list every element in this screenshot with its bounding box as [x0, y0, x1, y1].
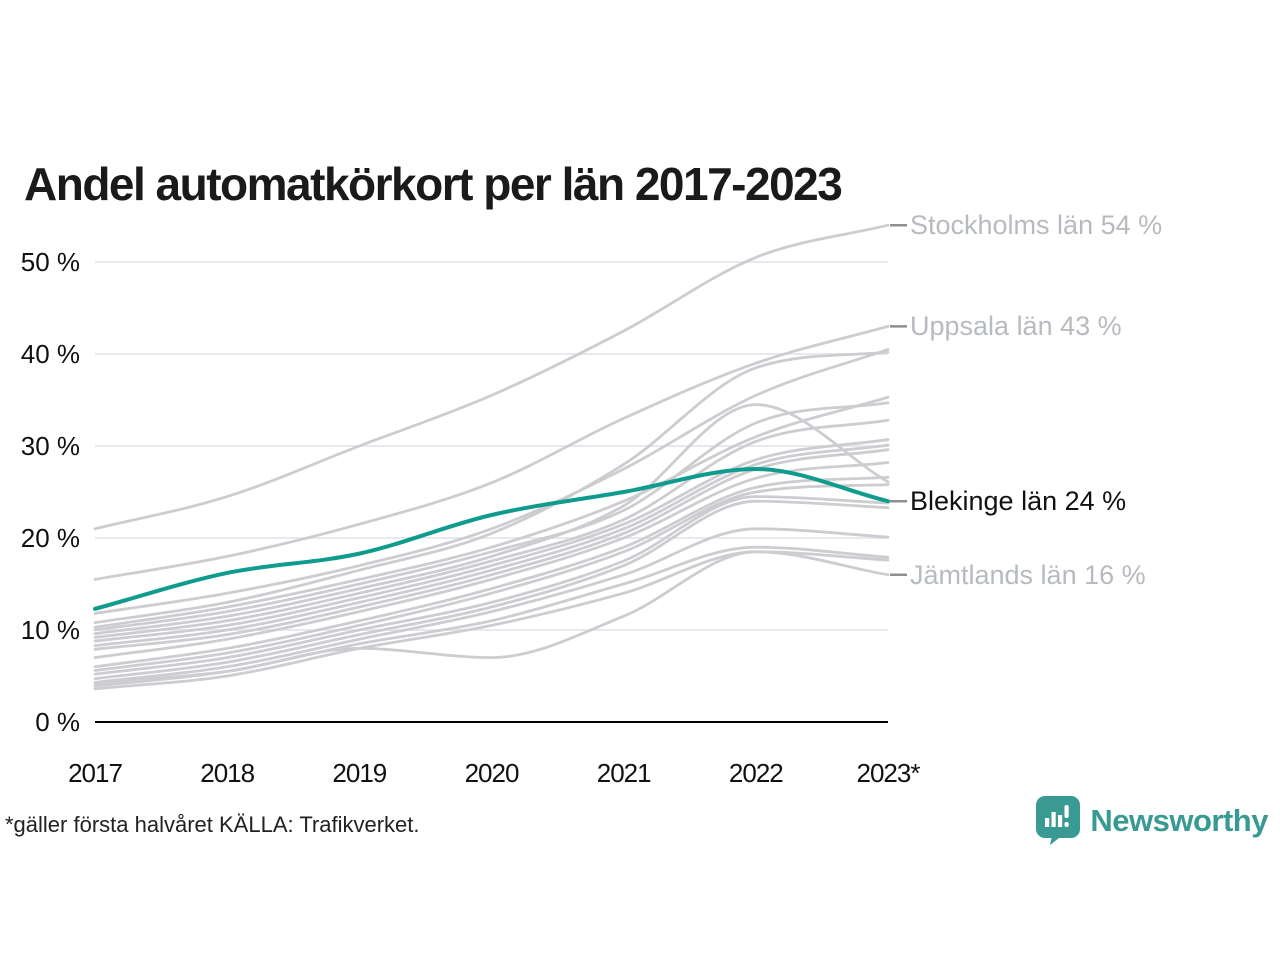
series-line: [93, 461, 890, 659]
y-axis-tick-label: 0 %: [35, 707, 80, 737]
footnote: *gäller första halvåret KÄLLA: Trafikver…: [5, 812, 420, 837]
highlight-series-line: [93, 467, 890, 611]
x-axis-tick-label: 2021: [596, 758, 652, 788]
annotation-jamtlands-lan: Jämtlands län 16 %: [910, 559, 1146, 590]
series-line: [93, 401, 890, 632]
y-axis-tick-label: 30 %: [20, 431, 80, 461]
annotation-uppsala-lan: Uppsala län 43 %: [910, 311, 1122, 342]
series-line: [93, 418, 890, 639]
series-line: [93, 395, 890, 629]
annotation-blekinge-lan: Blekinge län 24 %: [910, 486, 1127, 517]
series-line: [93, 483, 890, 672]
series-line: [93, 475, 890, 669]
x-axis-tick-label: 2017: [68, 758, 123, 788]
y-axis-tick-label: 20 %: [20, 523, 80, 553]
annotation-stockholms-lan: Stockholms län 54 %: [910, 210, 1163, 241]
x-axis-tick-label: 2018: [200, 758, 255, 788]
y-axis-tick-label: 50 %: [20, 247, 80, 277]
series-line: [93, 325, 890, 581]
newsworthy-logo-icon: [1036, 796, 1081, 845]
series-line: [93, 223, 890, 531]
newsworthy-logo: Newsworthy: [1036, 796, 1268, 845]
series-line: [93, 403, 890, 636]
series-line: [93, 550, 890, 691]
chart-title: Andel automatkörkort per län 2017-2023: [24, 157, 843, 210]
series-line: [93, 545, 890, 688]
series-line: [93, 350, 890, 625]
series-line: [93, 527, 890, 684]
series-line: [93, 443, 890, 648]
x-axis-tick-label: 2023*: [856, 758, 921, 788]
x-axis-tick-label: 2022: [728, 758, 784, 788]
x-axis-tick-label: 2020: [464, 758, 520, 788]
newsworthy-logo-text: Newsworthy: [1090, 802, 1268, 838]
series-line: [93, 495, 890, 676]
y-axis-tick-label: 40 %: [20, 339, 80, 369]
series-line: [93, 438, 890, 643]
series-line: [93, 348, 890, 615]
x-axis-tick-label: 2019: [332, 758, 387, 788]
y-axis-tick-label: 10 %: [20, 615, 80, 645]
series-line: [93, 499, 890, 681]
